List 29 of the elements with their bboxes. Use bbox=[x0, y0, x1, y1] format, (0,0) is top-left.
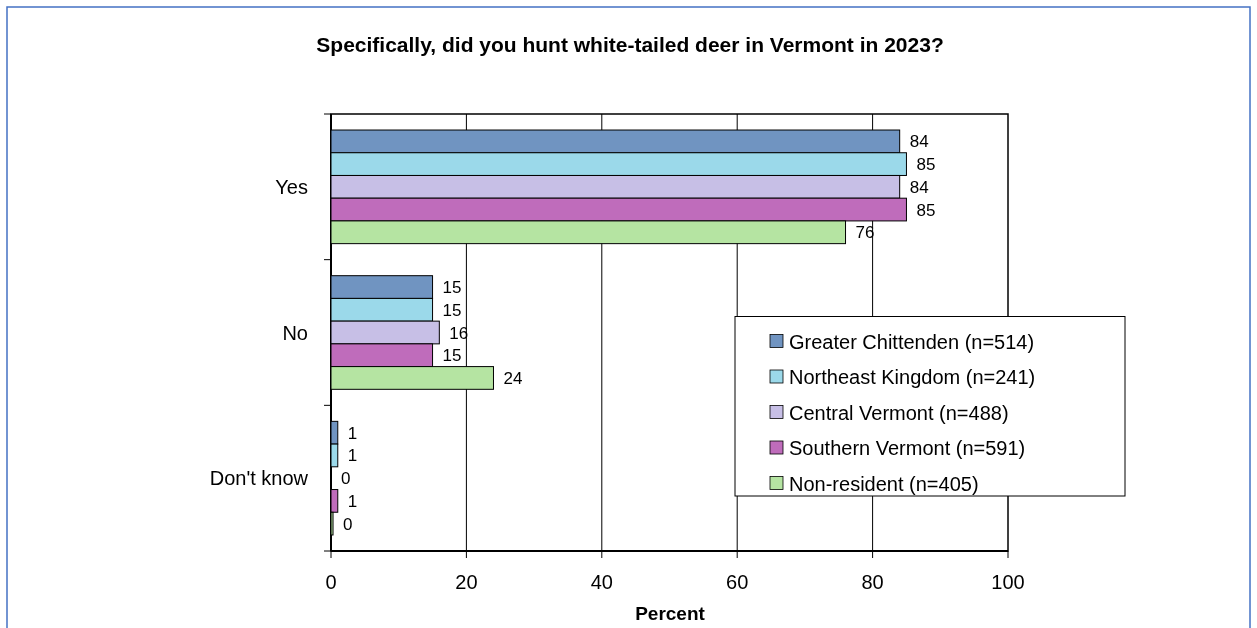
x-tick-label: 80 bbox=[861, 571, 884, 593]
legend-label: Greater Chittenden (n=514) bbox=[789, 330, 1035, 353]
data-label: 15 bbox=[442, 278, 462, 298]
x-tick-label: 40 bbox=[590, 571, 613, 593]
data-label: 15 bbox=[442, 300, 462, 320]
legend-label: Non-resident (n=405) bbox=[789, 472, 979, 495]
x-axis-title: Percent bbox=[635, 603, 706, 624]
data-label: 0 bbox=[341, 469, 351, 489]
data-label: 1 bbox=[347, 423, 358, 443]
data-label: 84 bbox=[909, 132, 929, 152]
data-label: 0 bbox=[343, 514, 353, 534]
data-label: 24 bbox=[503, 368, 523, 388]
data-label: 85 bbox=[916, 200, 936, 220]
legend-label: Southern Vermont (n=591) bbox=[789, 437, 1026, 459]
x-tick-label: 20 bbox=[455, 571, 478, 593]
data-label: 85 bbox=[916, 155, 936, 175]
chart-title: Specifically, did you hunt white-tailed deer in Vermont in 2023? bbox=[316, 33, 944, 56]
legend-label: Northeast Kingdom (n=241) bbox=[789, 366, 1036, 388]
x-tick-label: 100 bbox=[991, 571, 1025, 593]
y-tick-label: Yes bbox=[275, 175, 308, 198]
legend-label: Central Vermont (n=488) bbox=[789, 401, 1009, 424]
data-label: 15 bbox=[442, 346, 462, 366]
data-label: 1 bbox=[347, 446, 358, 466]
x-tick-label: 60 bbox=[726, 571, 749, 593]
x-tick-label: 0 bbox=[325, 571, 337, 593]
y-tick-label: Don't know bbox=[209, 467, 309, 490]
data-label: 84 bbox=[909, 177, 929, 197]
y-tick-label: No bbox=[282, 321, 308, 344]
data-label: 1 bbox=[347, 491, 358, 511]
